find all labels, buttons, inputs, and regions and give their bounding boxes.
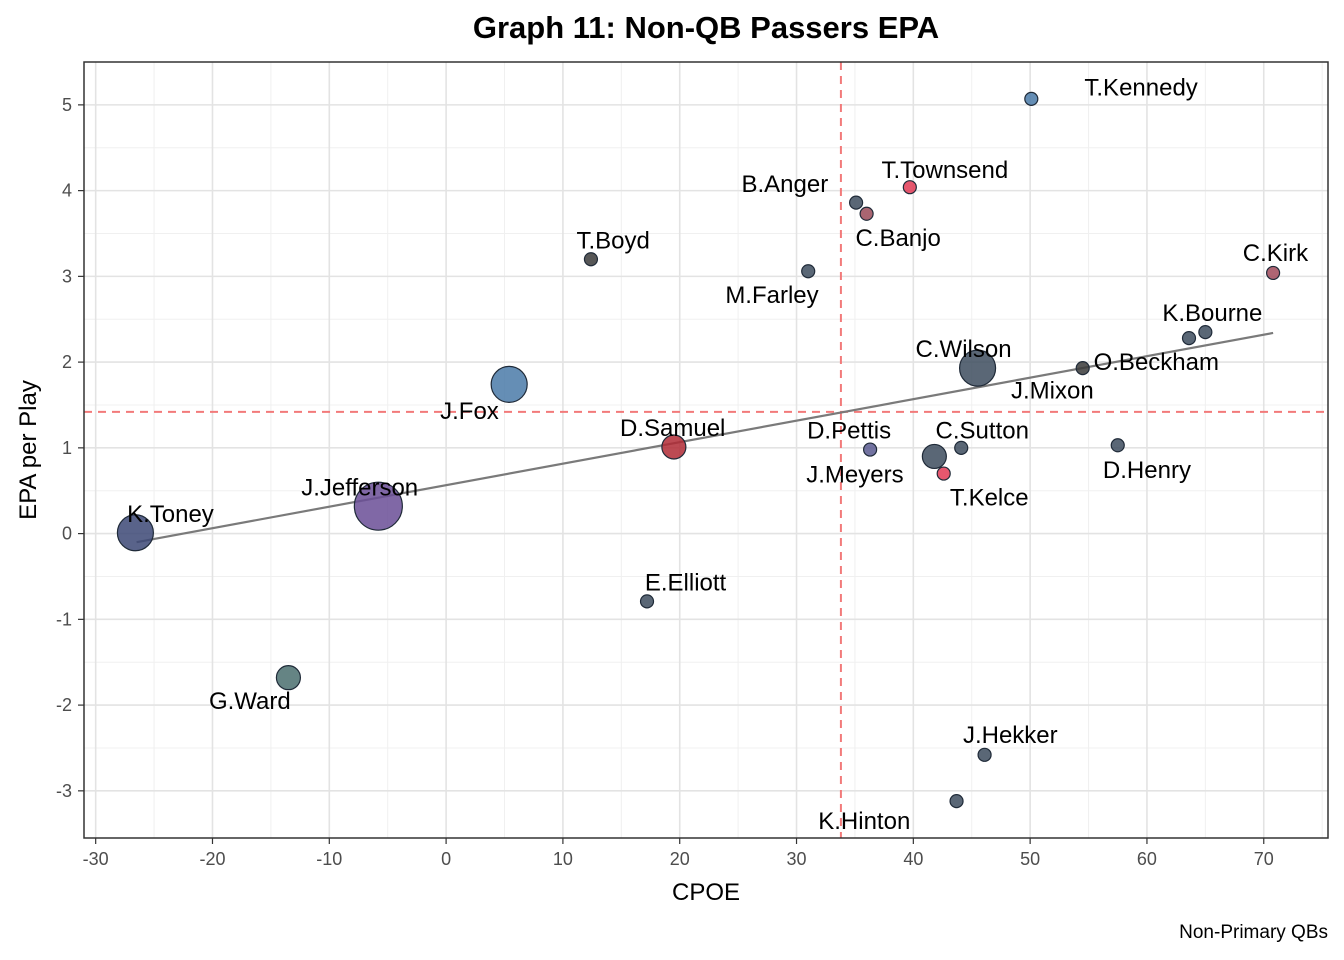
point-label: D.Pettis bbox=[807, 418, 891, 445]
plot-border bbox=[83, 61, 1329, 839]
x-tick-label: -30 bbox=[83, 849, 109, 869]
y-tick-label: -2 bbox=[56, 695, 72, 715]
point-label: G.Ward bbox=[209, 688, 291, 715]
data-point bbox=[639, 594, 655, 609]
y-tick-label: 5 bbox=[62, 95, 72, 115]
x-tick-label: 20 bbox=[670, 849, 690, 869]
x-tick-label: 10 bbox=[553, 849, 573, 869]
x-tick-label: 30 bbox=[787, 849, 807, 869]
data-point bbox=[583, 252, 599, 267]
data-point bbox=[116, 514, 154, 552]
point-label: C.Wilson bbox=[916, 336, 1012, 363]
x-tick-label: 70 bbox=[1254, 849, 1274, 869]
data-point bbox=[977, 747, 992, 762]
point-label: D.Henry bbox=[1103, 457, 1191, 484]
y-tick-label: 2 bbox=[62, 352, 72, 372]
point-label: J.Jefferson bbox=[301, 474, 418, 501]
point-label: B.Anger bbox=[741, 171, 828, 198]
point-label: J.Hekker bbox=[963, 722, 1058, 749]
data-point bbox=[949, 794, 964, 809]
x-tick-label: 40 bbox=[903, 849, 923, 869]
x-axis-title: CPOE bbox=[672, 879, 740, 906]
point-label: C.Kirk bbox=[1243, 240, 1309, 267]
data-point bbox=[921, 443, 947, 470]
y-tick-label: -1 bbox=[56, 609, 72, 629]
data-point bbox=[848, 195, 864, 210]
point-label: T.Townsend bbox=[881, 157, 1008, 184]
point-label: T.Kennedy bbox=[1084, 75, 1197, 102]
point-label: D.Samuel bbox=[620, 415, 725, 442]
point-label: M.Farley bbox=[725, 282, 818, 309]
chart-title: Graph 11: Non-QB Passers EPA bbox=[472, 10, 940, 45]
data-point bbox=[859, 206, 874, 221]
x-tick-label: 0 bbox=[441, 849, 451, 869]
data-point bbox=[490, 365, 528, 404]
data-point bbox=[863, 442, 878, 457]
point-label: E.Elliott bbox=[645, 569, 727, 596]
data-point bbox=[1024, 91, 1039, 106]
data-point bbox=[1110, 438, 1125, 453]
point-label: K.Toney bbox=[127, 501, 214, 528]
point-label: J.Meyers bbox=[806, 461, 903, 488]
x-tick-label: 50 bbox=[1020, 849, 1040, 869]
point-label: O.Beckham bbox=[1094, 349, 1219, 376]
point-label: C.Banjo bbox=[855, 225, 940, 252]
point-label: K.Bourne bbox=[1162, 300, 1262, 327]
data-point bbox=[353, 481, 403, 531]
data-point bbox=[801, 264, 816, 279]
point-label: K.Hinton bbox=[818, 808, 910, 835]
x-tick-label: -10 bbox=[316, 849, 342, 869]
data-point bbox=[1075, 361, 1090, 376]
x-tick-label: 60 bbox=[1137, 849, 1157, 869]
data-point bbox=[1198, 324, 1213, 340]
point-label: T.Kelce bbox=[950, 485, 1029, 512]
point-label: T.Boyd bbox=[576, 227, 649, 254]
y-tick-label: 1 bbox=[62, 438, 72, 458]
y-tick-label: 4 bbox=[62, 181, 72, 201]
point-label: C.Sutton bbox=[936, 418, 1029, 445]
chart-caption: Non-Primary QBs bbox=[1179, 922, 1328, 943]
y-tick-label: 3 bbox=[62, 266, 72, 286]
point-label: J.Fox bbox=[440, 398, 499, 425]
data-point bbox=[902, 180, 917, 195]
data-point bbox=[1181, 331, 1197, 346]
y-tick-label: -3 bbox=[56, 781, 72, 801]
data-point bbox=[1266, 265, 1281, 281]
data-point bbox=[958, 349, 997, 387]
point-label: J.Mixon bbox=[1011, 377, 1094, 404]
data-point bbox=[954, 440, 969, 455]
data-point bbox=[661, 434, 687, 460]
y-axis-title: EPA per Play bbox=[15, 380, 42, 520]
x-tick-label: -20 bbox=[199, 849, 225, 869]
data-point bbox=[936, 466, 951, 481]
y-tick-label: 0 bbox=[62, 524, 72, 544]
data-point bbox=[275, 665, 302, 691]
